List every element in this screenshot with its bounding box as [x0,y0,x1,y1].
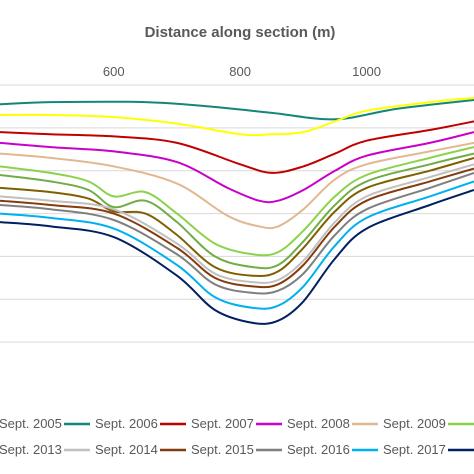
legend-label-sept-2017: Sept. 2017 [383,442,446,457]
chart-title: Distance along section (m) [145,24,336,41]
legend-label-sept-2006: Sept. 2006 [95,416,158,431]
series-line-sept-2013 [0,156,474,277]
legend: Sept. 2005 Sept. 2006 Sept. 2007 Sept. 2008… [0,416,474,457]
series-line-sept-2016 [0,171,474,295]
legend-label-sept-2016: Sept. 2016 [287,442,350,457]
x-tick-label: 600 [103,64,125,79]
x-tick-label: 800 [229,64,251,79]
legend-label-sept-2008: Sept. 2008 [287,416,350,431]
legend-label-sept-2009: Sept. 2009 [383,416,446,431]
series-line-sept-2017 [0,180,474,310]
series-lines [0,96,474,325]
series-line-sept-2018 [0,189,474,325]
series-line-sept-2009 [0,141,474,230]
legend-label-sept-2014: Sept. 2014 [95,442,158,457]
series-line-sept-2006 [0,99,474,121]
x-tick-label: 1000 [352,64,381,79]
series-line-sept-2014 [0,163,474,284]
series-line-sept-2008 [0,131,474,204]
series-line-sept-2012 [0,152,474,270]
x-tick-labels: 600 800 1000 [103,64,381,79]
series-line-sept-2007 [0,120,474,174]
series-line-sept-2011 [0,96,474,137]
legend-label-sept-2005: Sept. 2005 [0,416,62,431]
legend-label-sept-2013: Sept. 2013 [0,442,62,457]
series-line-sept-2010 [0,146,474,257]
series-line-sept-2015 [0,167,474,289]
legend-label-sept-2015: Sept. 2015 [191,442,254,457]
legend-label-sept-2007: Sept. 2007 [191,416,254,431]
